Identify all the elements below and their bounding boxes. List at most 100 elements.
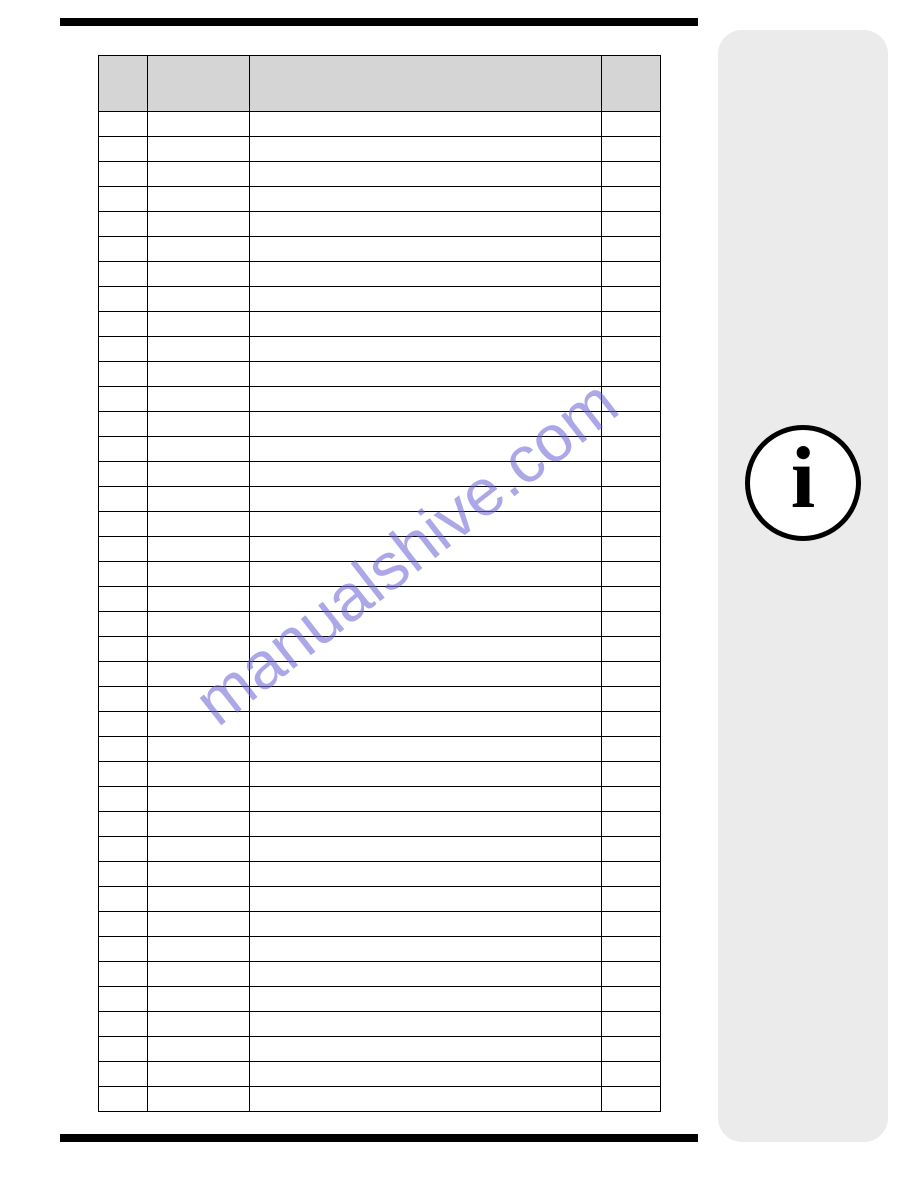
- table-cell: [148, 537, 250, 562]
- sidebar-panel: i: [718, 30, 888, 1142]
- table-cell: [250, 487, 602, 512]
- table-row: [99, 1037, 661, 1062]
- table-row: [99, 362, 661, 387]
- table-cell: [250, 137, 602, 162]
- table-row: [99, 637, 661, 662]
- table-cell: [602, 912, 661, 937]
- table-cell: [99, 962, 148, 987]
- table-cell: [602, 687, 661, 712]
- table-cell: [99, 187, 148, 212]
- table-cell: [99, 387, 148, 412]
- table-row: [99, 712, 661, 737]
- table-cell: [148, 687, 250, 712]
- table-cell: [148, 712, 250, 737]
- table-cell: [148, 462, 250, 487]
- table-row: [99, 612, 661, 637]
- table-cell: [602, 1087, 661, 1112]
- table-cell: [602, 412, 661, 437]
- top-rule: [60, 18, 698, 26]
- table-header-cell: [602, 56, 661, 112]
- table-cell: [148, 1037, 250, 1062]
- table-row: [99, 437, 661, 462]
- table-cell: [148, 137, 250, 162]
- table-cell: [148, 387, 250, 412]
- table-cell: [602, 737, 661, 762]
- table-cell: [602, 237, 661, 262]
- table-cell: [250, 887, 602, 912]
- table-cell: [602, 962, 661, 987]
- table-row: [99, 787, 661, 812]
- table-cell: [99, 687, 148, 712]
- table-cell: [148, 112, 250, 137]
- table-row: [99, 762, 661, 787]
- table-cell: [602, 587, 661, 612]
- table-cell: [99, 287, 148, 312]
- table-cell: [99, 637, 148, 662]
- table-cell: [148, 237, 250, 262]
- table-row: [99, 462, 661, 487]
- table-cell: [99, 1037, 148, 1062]
- table-cell: [148, 887, 250, 912]
- table-cell: [602, 662, 661, 687]
- table-header-row: [99, 56, 661, 112]
- table-cell: [250, 437, 602, 462]
- table-cell: [99, 787, 148, 812]
- table-cell: [99, 1062, 148, 1087]
- table-row: [99, 962, 661, 987]
- table-row: [99, 912, 661, 937]
- table-row: [99, 412, 661, 437]
- table-cell: [602, 862, 661, 887]
- table-cell: [602, 337, 661, 362]
- table-cell: [250, 212, 602, 237]
- table-cell: [250, 762, 602, 787]
- table-cell: [148, 637, 250, 662]
- table-cell: [99, 112, 148, 137]
- table-row: [99, 887, 661, 912]
- table-cell: [602, 112, 661, 137]
- table-cell: [250, 987, 602, 1012]
- table-cell: [602, 512, 661, 537]
- table-cell: [602, 562, 661, 587]
- table-cell: [99, 362, 148, 387]
- table-cell: [99, 912, 148, 937]
- table-cell: [99, 737, 148, 762]
- table-cell: [602, 462, 661, 487]
- table-cell: [602, 487, 661, 512]
- table-row: [99, 137, 661, 162]
- table-cell: [250, 837, 602, 862]
- table-cell: [250, 537, 602, 562]
- table-cell: [250, 462, 602, 487]
- table-cell: [148, 312, 250, 337]
- table-row: [99, 262, 661, 287]
- table-cell: [148, 762, 250, 787]
- table-cell: [602, 937, 661, 962]
- table-cell: [148, 1087, 250, 1112]
- table-cell: [250, 687, 602, 712]
- table-cell: [250, 1062, 602, 1087]
- table-cell: [602, 362, 661, 387]
- table-cell: [99, 312, 148, 337]
- table-row: [99, 1087, 661, 1112]
- table-cell: [602, 1012, 661, 1037]
- info-icon: i: [791, 435, 815, 523]
- table-cell: [250, 512, 602, 537]
- table-row: [99, 212, 661, 237]
- table-cell: [148, 987, 250, 1012]
- table-cell: [148, 437, 250, 462]
- table-cell: [602, 262, 661, 287]
- table-cell: [99, 762, 148, 787]
- table-row: [99, 587, 661, 612]
- table-row: [99, 387, 661, 412]
- table-cell: [250, 337, 602, 362]
- table-cell: [602, 637, 661, 662]
- table-cell: [99, 587, 148, 612]
- table-cell: [602, 812, 661, 837]
- table-cell: [250, 1012, 602, 1037]
- table-cell: [99, 662, 148, 687]
- table-cell: [602, 837, 661, 862]
- table-cell: [250, 787, 602, 812]
- table-cell: [148, 1062, 250, 1087]
- table-cell: [250, 562, 602, 587]
- table-cell: [99, 937, 148, 962]
- table-cell: [602, 387, 661, 412]
